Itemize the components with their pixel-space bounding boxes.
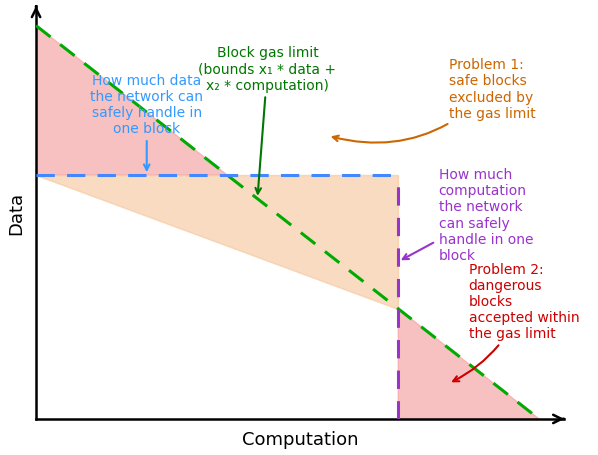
Text: Block gas limit
(bounds x₁ * data +
x₂ * computation): Block gas limit (bounds x₁ * data + x₂ *… (199, 46, 337, 194)
Text: Problem 1:
safe blocks
excluded by
the gas limit: Problem 1: safe blocks excluded by the g… (333, 58, 535, 143)
Text: How much data
the network can
safely handle in
one block: How much data the network can safely han… (90, 74, 203, 171)
Text: How much
computation
the network
can safely
handle in one
block: How much computation the network can saf… (403, 167, 533, 263)
Polygon shape (398, 309, 539, 419)
Polygon shape (36, 176, 398, 309)
Text: Problem 2:
dangerous
blocks
accepted within
the gas limit: Problem 2: dangerous blocks accepted wit… (453, 262, 579, 381)
X-axis label: Computation: Computation (242, 430, 358, 448)
Y-axis label: Data: Data (7, 192, 25, 234)
Polygon shape (36, 26, 227, 176)
